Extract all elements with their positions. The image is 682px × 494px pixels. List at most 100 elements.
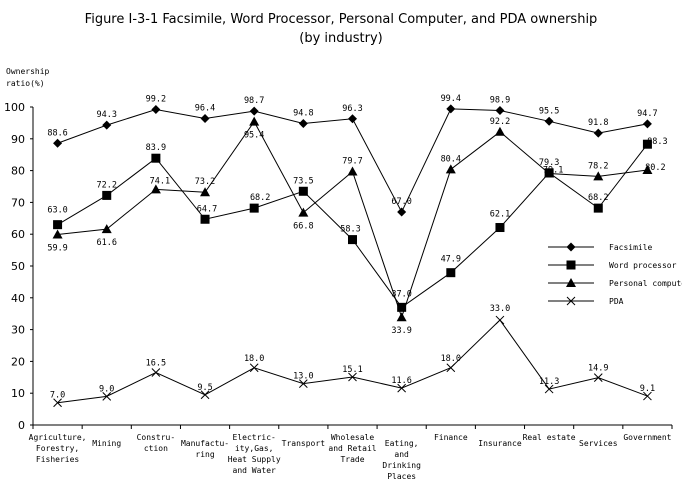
- data-label: 96.3: [342, 104, 362, 114]
- data-label: 9.1: [640, 384, 655, 394]
- data-label: 64.7: [197, 204, 217, 214]
- legend-label: PDA: [609, 297, 624, 306]
- data-label: 37.0: [391, 289, 411, 299]
- data-label: 67.0: [391, 197, 411, 207]
- legend-item-personal-computer: Personal computer: [548, 278, 682, 288]
- data-label: 58.3: [340, 225, 360, 235]
- legend-marker: [566, 278, 576, 287]
- data-label: 73.5: [293, 176, 313, 186]
- data-label: 18.0: [441, 354, 461, 364]
- data-point-facsimile: [200, 113, 210, 123]
- data-point-facsimile: [495, 105, 505, 115]
- data-label: 78.2: [588, 161, 608, 171]
- data-point-personal-computer: [445, 164, 456, 174]
- legend-label: Facsimile: [609, 243, 653, 252]
- data-point-pda: [446, 363, 456, 373]
- x-category-label: Wholesale and Retail Trade: [328, 433, 376, 464]
- data-point-pda: [643, 391, 652, 401]
- data-label: 88.6: [47, 128, 67, 138]
- data-label: 96.4: [195, 103, 215, 113]
- data-label: 47.9: [441, 255, 461, 265]
- data-label: 98.9: [490, 95, 510, 105]
- x-category-label: Government: [623, 433, 671, 442]
- data-label: 18.0: [244, 354, 264, 364]
- x-category-label: Transport: [282, 439, 326, 448]
- data-label: 11.3: [539, 377, 559, 387]
- data-point-facsimile: [102, 120, 112, 130]
- data-label: 79.1: [543, 165, 563, 175]
- data-label: 94.8: [293, 109, 313, 119]
- data-label: 66.8: [293, 222, 313, 232]
- legend-item-pda: PDA: [548, 296, 624, 306]
- data-point-pda: [397, 383, 407, 393]
- chart-title-block: Figure I-3-1 Facsimile, Word Processor, …: [0, 10, 682, 48]
- data-label: 68.2: [588, 193, 608, 203]
- data-label: 94.7: [637, 109, 657, 119]
- data-point-facsimile: [298, 119, 308, 129]
- data-point-word-processor: [348, 235, 357, 245]
- data-label: 61.6: [96, 238, 116, 248]
- data-label: 59.9: [47, 244, 67, 254]
- data-point-pda: [249, 363, 259, 373]
- data-point-pda: [544, 384, 554, 394]
- y-tick-label: 40: [11, 292, 25, 305]
- data-point-facsimile: [593, 128, 603, 138]
- legend-marker: [566, 260, 576, 270]
- data-point-word-processor: [102, 190, 112, 200]
- data-label: 9.5: [197, 383, 212, 393]
- data-point-pda: [298, 379, 308, 389]
- y-axis-label: Ownership ratio(%): [6, 67, 50, 88]
- y-tick-label: 90: [11, 133, 25, 146]
- data-point-personal-computer: [150, 184, 161, 194]
- data-point-facsimile: [348, 114, 357, 124]
- data-label: 33.9: [391, 326, 411, 336]
- data-label: 16.5: [146, 359, 166, 369]
- legend-label: Word processor: [609, 261, 677, 270]
- data-point-pda: [53, 398, 62, 408]
- data-point-personal-computer: [347, 166, 358, 176]
- data-point-word-processor: [200, 214, 210, 224]
- data-point-facsimile: [397, 207, 407, 217]
- data-point-word-processor: [446, 268, 456, 278]
- x-category-label: Electric-ity,Gas, Heat Supply and Water: [228, 433, 281, 475]
- x-category-label: Insurance: [478, 439, 522, 448]
- data-label: 68.2: [250, 193, 270, 203]
- data-label: 7.0: [50, 391, 65, 401]
- data-point-facsimile: [249, 106, 259, 116]
- data-label: 11.6: [391, 376, 411, 386]
- data-label: 62.1: [490, 210, 510, 220]
- x-category-label: Mining: [92, 439, 121, 448]
- data-point-word-processor: [397, 302, 407, 312]
- data-label: 14.9: [588, 364, 608, 374]
- data-label: 15.1: [342, 365, 362, 375]
- data-point-pda: [593, 373, 603, 382]
- y-tick-label: 50: [11, 260, 25, 273]
- data-label: 95.5: [539, 106, 559, 116]
- data-point-facsimile: [151, 105, 161, 115]
- data-label: 91.8: [588, 118, 608, 128]
- x-category-label: Finance: [434, 433, 468, 442]
- data-point-personal-computer: [396, 312, 407, 322]
- data-point-pda: [200, 390, 210, 400]
- y-tick-label: 20: [11, 355, 25, 368]
- data-label: 33.0: [490, 304, 510, 314]
- x-category-label: Constru-ction: [137, 433, 176, 453]
- data-point-word-processor: [642, 139, 652, 149]
- chart-title: Figure I-3-1 Facsimile, Word Processor, …: [84, 12, 598, 27]
- legend-marker: [566, 296, 576, 306]
- x-category-label: Manufactu-ring: [181, 439, 229, 459]
- data-label: 83.9: [146, 143, 166, 153]
- data-label: 92.2: [490, 117, 510, 127]
- data-point-pda: [151, 368, 161, 377]
- data-point-personal-computer: [593, 171, 604, 181]
- y-tick-label: 100: [4, 101, 25, 114]
- data-point-pda: [495, 315, 505, 325]
- data-point-facsimile: [544, 116, 554, 126]
- data-label: 74.1: [150, 176, 170, 186]
- data-label: 99.4: [441, 94, 461, 104]
- data-point-personal-computer: [642, 164, 653, 174]
- data-point-pda: [348, 372, 357, 382]
- y-tick-label: 0: [18, 419, 25, 432]
- legend-marker: [566, 242, 576, 252]
